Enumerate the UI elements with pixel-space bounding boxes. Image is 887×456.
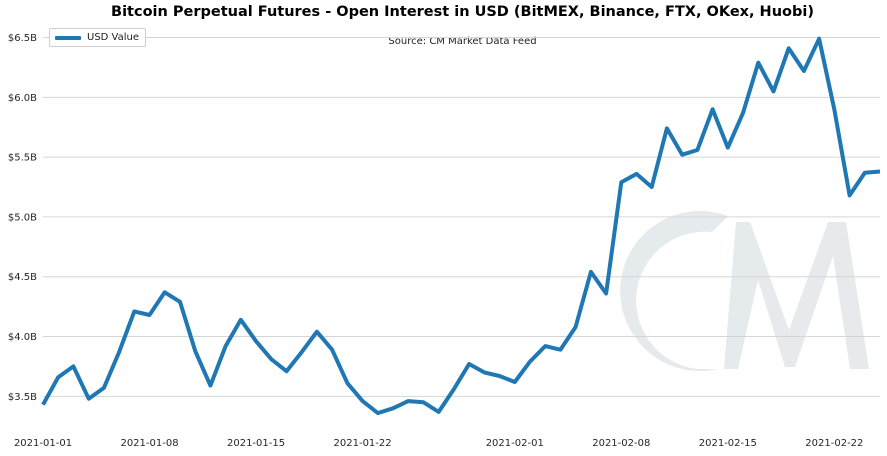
- watermark-m-shape: [724, 222, 869, 369]
- watermark-c-shape: [620, 211, 728, 372]
- y-tick-label: $4.0B: [8, 332, 37, 343]
- y-tick-label: $3.5B: [8, 392, 37, 403]
- y-tick-label: $6.5B: [8, 33, 37, 44]
- y-axis: $3.5B $4.0B $4.5B $5.0B $5.5B $6.0B $6.5B: [8, 33, 37, 403]
- y-tick-label: $4.5B: [8, 272, 37, 283]
- x-tick-label: 2021-01-15: [227, 438, 285, 449]
- y-tick-label: $5.5B: [8, 153, 37, 164]
- y-tick-label: $6.0B: [8, 93, 37, 104]
- watermark-logo: [620, 211, 869, 372]
- x-tick-label: 2021-02-22: [805, 438, 863, 449]
- x-tick-label: 2021-01-01: [14, 438, 72, 449]
- x-tick-label: 2021-01-08: [120, 438, 178, 449]
- legend-line-swatch: [55, 35, 81, 40]
- chart-title: Bitcoin Perpetual Futures - Open Interes…: [111, 4, 814, 20]
- x-tick-label: 2021-01-22: [334, 438, 392, 449]
- source-annotation: Source: CM Market Data Feed: [388, 36, 537, 47]
- y-tick-label: $5.0B: [8, 212, 37, 223]
- legend-label-usd-value: USD Value: [87, 32, 140, 43]
- x-tick-label: 2021-02-01: [486, 438, 544, 449]
- x-tick-label: 2021-02-15: [699, 438, 757, 449]
- x-axis: 2021-01-01 2021-01-08 2021-01-15 2021-01-22…: [14, 438, 863, 449]
- x-tick-label: 2021-02-08: [592, 438, 650, 449]
- grid-lines: [43, 37, 880, 397]
- legend: USD Value: [49, 28, 147, 47]
- series-line-usd-value: [41, 36, 881, 416]
